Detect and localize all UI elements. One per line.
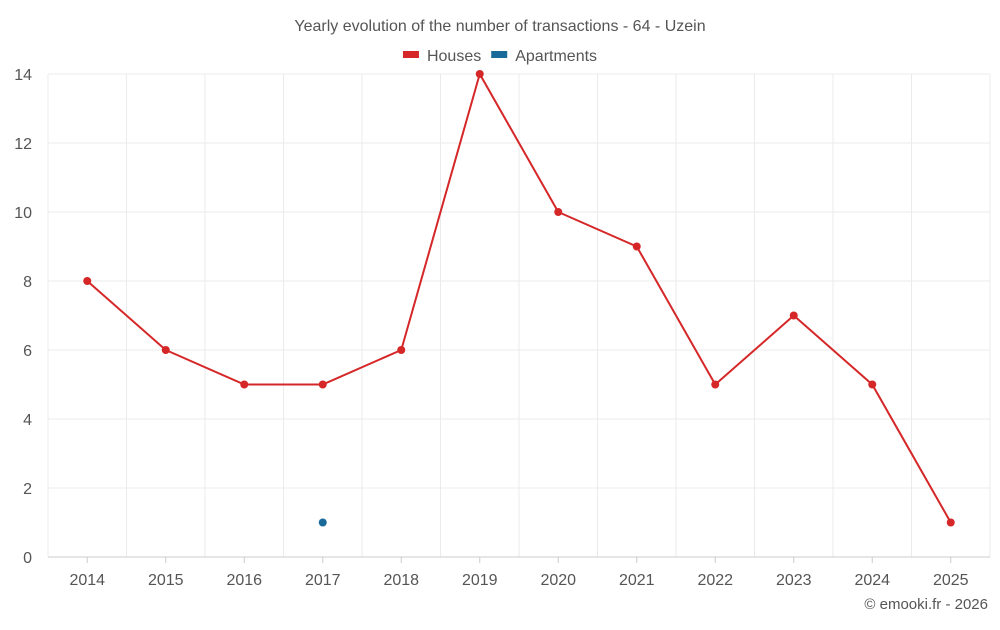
data-point-houses [161, 346, 170, 354]
y-tick-label: 8 [23, 274, 32, 291]
series-layer [83, 70, 955, 527]
x-tick-label: 2024 [854, 572, 890, 589]
legend-swatch-houses [402, 51, 419, 58]
legend-swatch-apartments [491, 51, 508, 58]
data-point-houses [83, 277, 92, 285]
x-gridlines [47, 74, 991, 557]
y-tick-label: 12 [14, 136, 32, 153]
x-tick-label: 2021 [619, 572, 655, 589]
x-tick-label: 2016 [226, 572, 262, 589]
y-tick-label: 10 [14, 205, 32, 222]
y-axis-ticks: 0 2 4 6 8 10 12 14 [14, 67, 32, 567]
data-point-houses [397, 346, 406, 354]
legend-label-apartments: Apartments [515, 48, 597, 65]
x-tick-label: 2015 [148, 572, 184, 589]
legend-label-houses: Houses [427, 48, 481, 65]
y-tick-label: 4 [23, 412, 32, 429]
data-point-houses [789, 311, 798, 320]
x-tick-label: 2022 [697, 572, 733, 589]
data-point-houses [318, 380, 327, 389]
series-line-houses [86, 73, 952, 523]
x-tick-label: 2020 [540, 572, 576, 589]
data-point-apartments [318, 518, 327, 527]
y-tick-label: 0 [23, 550, 32, 567]
y-tick-label: 6 [23, 343, 32, 360]
x-tick-label: 2017 [305, 572, 341, 589]
x-tick-label: 2014 [69, 572, 105, 589]
data-point-houses [946, 518, 955, 527]
series-houses [83, 70, 955, 527]
data-point-houses [632, 242, 641, 251]
data-point-houses [554, 208, 563, 216]
data-point-houses [868, 380, 877, 389]
series-apartments [318, 518, 327, 527]
data-point-houses [475, 70, 484, 78]
chart-title: Yearly evolution of the number of transa… [294, 18, 705, 35]
x-axis-ticks: 2014 2015 2016 2017 2018 2019 2020 2021 2022 2023… [69, 557, 969, 589]
y-tick-label: 2 [23, 481, 32, 498]
data-point-houses [711, 380, 720, 389]
x-tick-label: 2025 [933, 572, 969, 589]
credit-text: © emooki.fr - 2026 [864, 596, 988, 613]
x-tick-label: 2018 [383, 572, 419, 589]
data-point-houses [240, 380, 249, 389]
x-tick-label: 2019 [462, 572, 498, 589]
x-tick-label: 2023 [776, 572, 812, 589]
legend: Houses Apartments [402, 48, 597, 65]
y-tick-label: 14 [14, 67, 32, 84]
